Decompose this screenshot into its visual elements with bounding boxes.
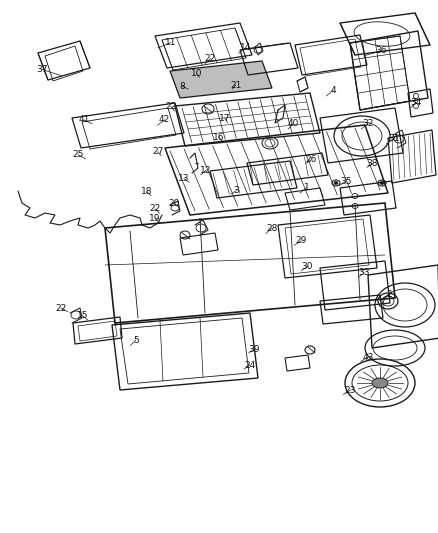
Text: 22: 22	[205, 54, 216, 63]
Ellipse shape	[380, 182, 384, 184]
Text: 38: 38	[367, 159, 378, 168]
Text: 14: 14	[240, 44, 251, 52]
Text: 30: 30	[302, 262, 313, 271]
Text: 2: 2	[386, 290, 392, 298]
Polygon shape	[170, 61, 272, 98]
Text: 18: 18	[141, 188, 152, 196]
Text: 31: 31	[389, 134, 400, 143]
Text: 16: 16	[213, 133, 225, 142]
Text: 15: 15	[77, 311, 88, 320]
Text: 5: 5	[133, 336, 139, 344]
Text: 3: 3	[233, 186, 240, 195]
Text: 41: 41	[78, 116, 90, 124]
Ellipse shape	[334, 182, 338, 184]
Text: 37: 37	[36, 65, 47, 74]
Text: 8: 8	[179, 82, 185, 91]
Text: 19: 19	[149, 214, 161, 223]
Text: 10: 10	[191, 69, 202, 78]
Text: 1: 1	[304, 183, 310, 192]
Text: 29: 29	[296, 237, 307, 245]
Text: 32: 32	[362, 119, 374, 128]
Text: 26: 26	[305, 156, 317, 164]
Ellipse shape	[372, 378, 388, 388]
Text: 17: 17	[219, 114, 230, 123]
Text: 20: 20	[169, 199, 180, 208]
Text: 11: 11	[165, 38, 177, 47]
Text: 43: 43	[362, 353, 374, 361]
Text: 23: 23	[345, 386, 356, 394]
Text: 40: 40	[288, 119, 299, 128]
Text: 22: 22	[165, 102, 177, 111]
Text: 22: 22	[56, 304, 67, 312]
Text: 25: 25	[72, 150, 84, 159]
Text: 28: 28	[266, 224, 277, 232]
Text: 4: 4	[330, 86, 336, 95]
Text: 42: 42	[159, 116, 170, 124]
Text: 36: 36	[375, 46, 387, 55]
Text: 35: 35	[340, 177, 352, 185]
Text: 34: 34	[410, 98, 422, 107]
Text: 21: 21	[230, 81, 241, 90]
Text: 39: 39	[248, 345, 260, 353]
Text: 12: 12	[200, 166, 212, 175]
Text: 24: 24	[244, 361, 255, 369]
Text: 13: 13	[178, 174, 190, 183]
Text: 33: 33	[359, 269, 370, 277]
Text: 22: 22	[149, 205, 161, 213]
Text: 27: 27	[152, 148, 163, 156]
